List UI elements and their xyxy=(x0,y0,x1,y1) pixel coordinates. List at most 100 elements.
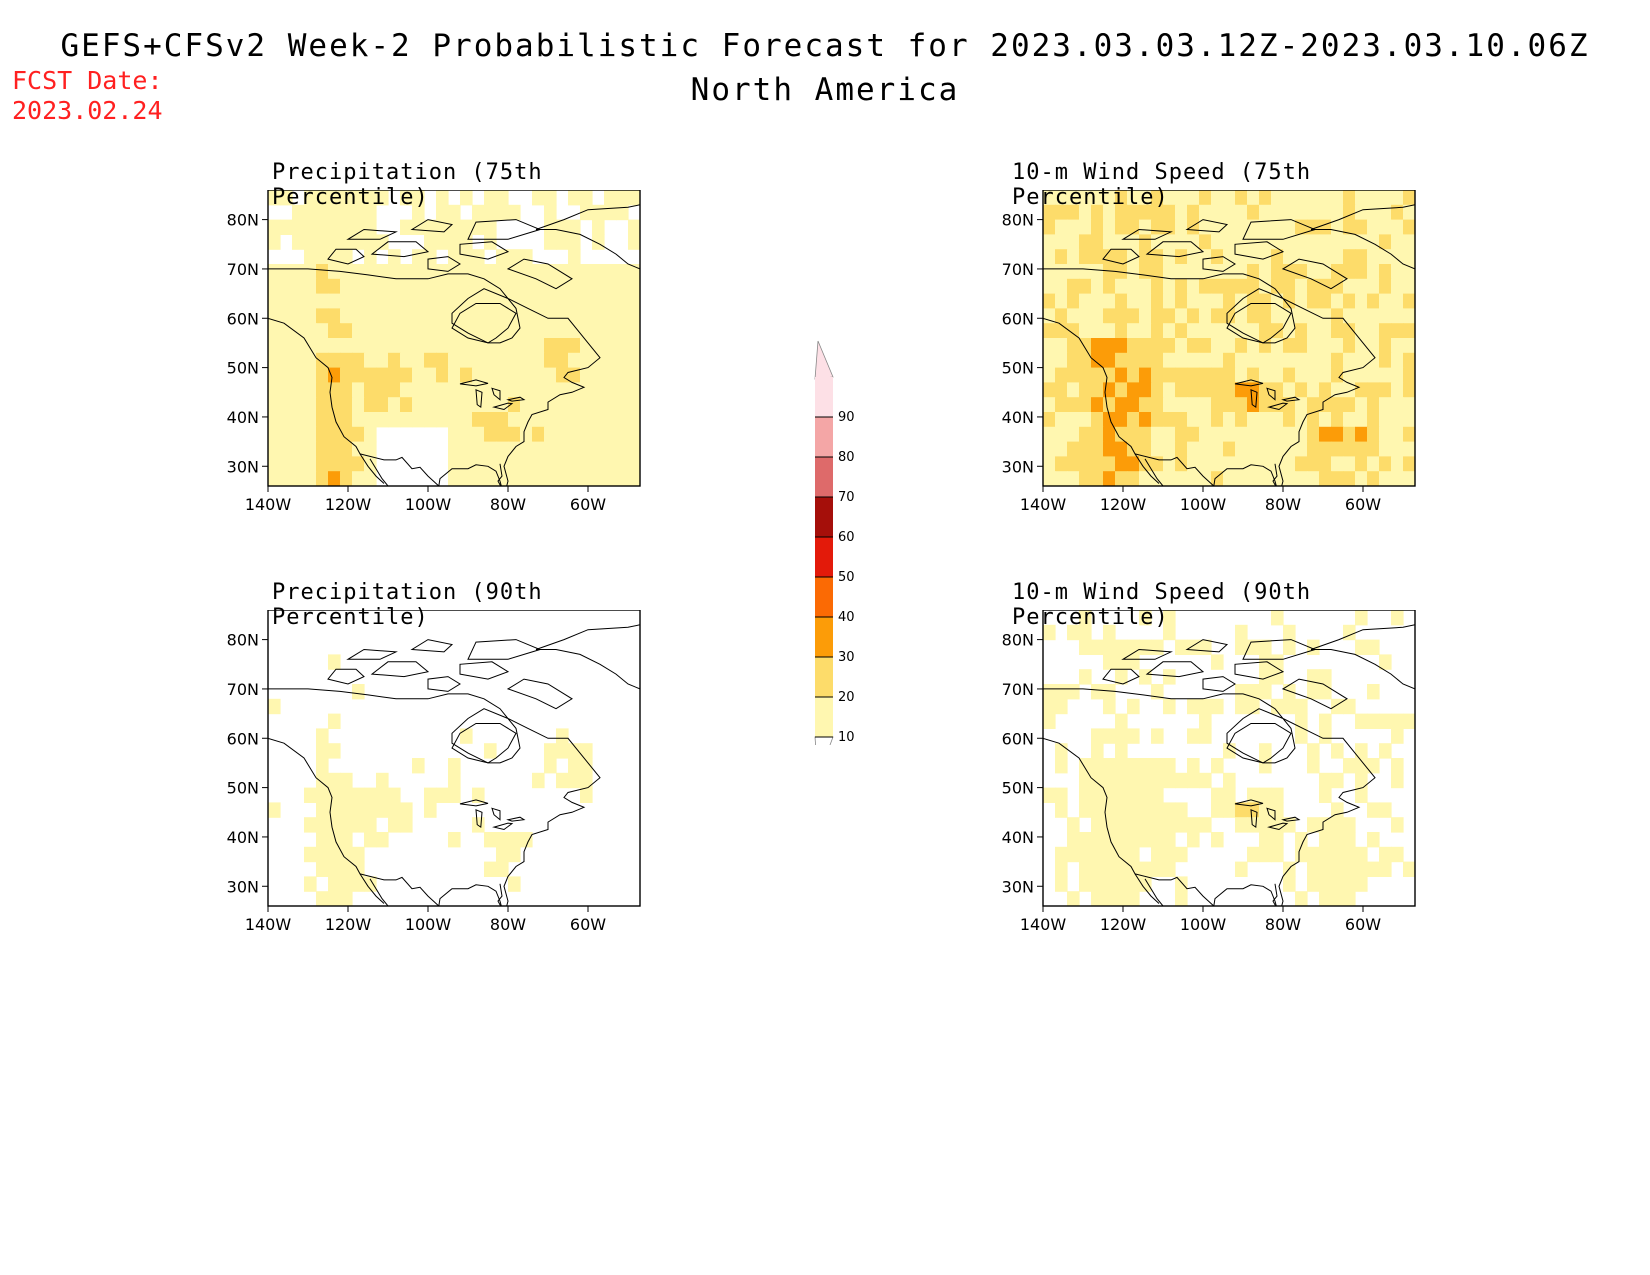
field-cell xyxy=(1199,278,1212,295)
field-cell xyxy=(1283,338,1296,354)
field-cell xyxy=(604,397,617,413)
field-cell xyxy=(448,323,461,339)
lat-label: 60N xyxy=(1002,309,1034,328)
field-cell xyxy=(1259,787,1272,803)
field-cell xyxy=(424,293,437,309)
field-cell xyxy=(1259,278,1272,295)
great-lake xyxy=(1267,822,1289,831)
field-cell xyxy=(1055,876,1068,892)
field-cell xyxy=(1163,352,1176,369)
field-cell xyxy=(412,758,425,774)
field-cell xyxy=(292,234,305,250)
field-cell xyxy=(628,382,640,398)
field-cell xyxy=(316,891,329,906)
field-cell xyxy=(1247,323,1260,339)
colorbar-label: 60 xyxy=(838,530,855,545)
field-cell xyxy=(1235,264,1248,280)
field-cell xyxy=(472,352,485,369)
field-cell xyxy=(520,441,533,457)
field-cell xyxy=(316,758,329,774)
field-cell xyxy=(304,293,317,309)
field-cell xyxy=(1079,249,1092,265)
field-cell xyxy=(1175,817,1188,833)
field-cell xyxy=(1355,249,1368,265)
field-cell xyxy=(628,190,640,206)
lat-label: 70N xyxy=(227,680,259,699)
lon-label: 60W xyxy=(570,915,606,934)
field-cell xyxy=(1259,639,1272,655)
field-cell xyxy=(1151,190,1164,206)
field-cell xyxy=(292,264,305,280)
field-cell xyxy=(1331,456,1344,472)
field-cell xyxy=(376,190,389,206)
field-cell xyxy=(1403,426,1415,443)
field-cell xyxy=(1163,471,1176,486)
field-cell xyxy=(1391,728,1404,744)
field-cell xyxy=(1355,397,1368,413)
field-cell xyxy=(484,278,497,295)
field-cell xyxy=(1055,802,1068,818)
field-cell xyxy=(1271,698,1284,715)
field-cell xyxy=(616,308,629,324)
field-cell xyxy=(544,758,557,774)
great-lake xyxy=(1266,387,1276,401)
field-cell xyxy=(1067,234,1080,250)
field-cell xyxy=(436,412,449,428)
field-cell xyxy=(1175,397,1188,413)
field-cell xyxy=(604,190,617,206)
field-cell xyxy=(1091,323,1104,339)
field-cell xyxy=(316,817,329,833)
arctic-island xyxy=(467,219,542,240)
field-cell xyxy=(1055,382,1068,398)
field-cell xyxy=(1295,426,1308,443)
field-cell xyxy=(1259,204,1272,221)
field-cell xyxy=(1343,338,1356,354)
field-cell xyxy=(1079,787,1092,803)
field-cell xyxy=(1067,338,1080,354)
field-cell xyxy=(1127,832,1140,848)
field-cell xyxy=(1103,698,1116,715)
field-cell xyxy=(1379,367,1392,383)
field-cell xyxy=(580,338,593,354)
field-cell xyxy=(1355,293,1368,309)
field-cell xyxy=(280,190,293,206)
field-cell xyxy=(1151,234,1164,250)
field-cell xyxy=(1199,698,1212,715)
field-cell xyxy=(460,352,473,369)
field-cell xyxy=(1043,249,1056,265)
field-cell xyxy=(1103,397,1116,413)
field-cell xyxy=(1247,338,1260,354)
field-cell xyxy=(1367,234,1380,250)
field-cell xyxy=(1271,669,1284,685)
field-cell xyxy=(1271,846,1284,863)
field-cell xyxy=(1211,204,1224,221)
field-cell xyxy=(400,190,413,206)
field-cell xyxy=(1043,441,1056,457)
field-cell xyxy=(1271,278,1284,295)
lon-label: 100W xyxy=(1180,915,1227,934)
field-cell xyxy=(1235,190,1248,206)
field-cell xyxy=(1103,891,1116,906)
field-cell xyxy=(1403,367,1415,383)
field-cell xyxy=(508,471,521,486)
field-cell xyxy=(1199,190,1212,206)
field-cell xyxy=(352,817,365,833)
field-cell xyxy=(1139,412,1152,428)
forecast-date-value: 2023.02.24 xyxy=(12,96,163,125)
field-cell xyxy=(412,249,425,265)
coastline-greenland-north xyxy=(535,204,640,230)
field-cell xyxy=(316,441,329,457)
great-lake xyxy=(491,807,501,821)
field-cell xyxy=(484,456,497,472)
field-cell xyxy=(352,278,365,295)
field-cell xyxy=(1103,876,1116,892)
field-cell xyxy=(1055,264,1068,280)
lon-label: 60W xyxy=(1345,495,1381,514)
lat-label: 70N xyxy=(1002,680,1034,699)
field-cell xyxy=(1079,610,1092,626)
field-cell xyxy=(628,323,640,339)
field-cell xyxy=(1175,249,1188,265)
field-cell xyxy=(592,308,605,324)
field-cell xyxy=(1127,293,1140,309)
